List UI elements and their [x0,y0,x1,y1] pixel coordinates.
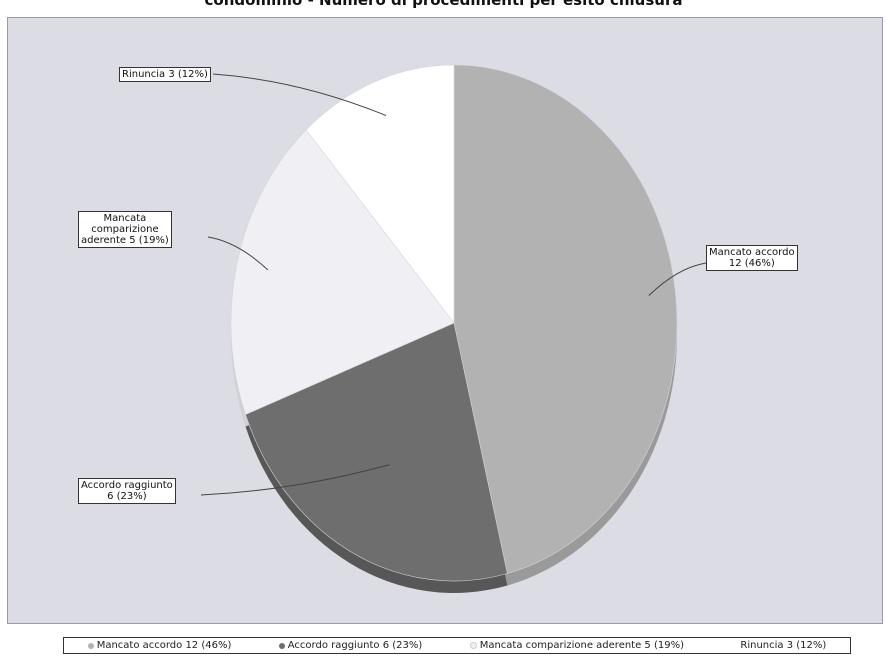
legend-label: Accordo raggiunto 6 (23%) [288,640,423,651]
pie-chart [8,18,882,623]
data-label-mancata-comparizione: Mancata comparizione aderente 5 (19%) [78,211,172,248]
legend-swatch [470,642,477,649]
legend-item-mancato-accordo: Mancato accordo 12 (46%) [88,640,232,651]
legend-label: Rinuncia 3 (12%) [740,640,826,651]
chart-title: condominio - Numero di procedimenti per … [0,0,887,9]
legend-swatch [88,643,94,649]
legend-item-rinuncia: Rinuncia 3 (12%) [731,640,826,651]
legend-swatch [731,643,737,649]
data-label-mancato-accordo: Mancato accordo 12 (46%) [706,245,798,271]
plot-area: Mancato accordo 12 (46%) Accordo raggiun… [7,17,883,624]
legend-swatch [279,643,285,649]
data-label-rinuncia: Rinuncia 3 (12%) [119,67,211,82]
legend-label: Mancata comparizione aderente 5 (19%) [480,640,684,651]
data-label-accordo-raggiunto: Accordo raggiunto 6 (23%) [78,478,176,504]
legend-label: Mancato accordo 12 (46%) [97,640,232,651]
legend-item-accordo-raggiunto: Accordo raggiunto 6 (23%) [279,640,423,651]
legend-item-mancata-comparizione: Mancata comparizione aderente 5 (19%) [470,640,684,651]
legend: Mancato accordo 12 (46%) Accordo raggiun… [63,637,851,654]
